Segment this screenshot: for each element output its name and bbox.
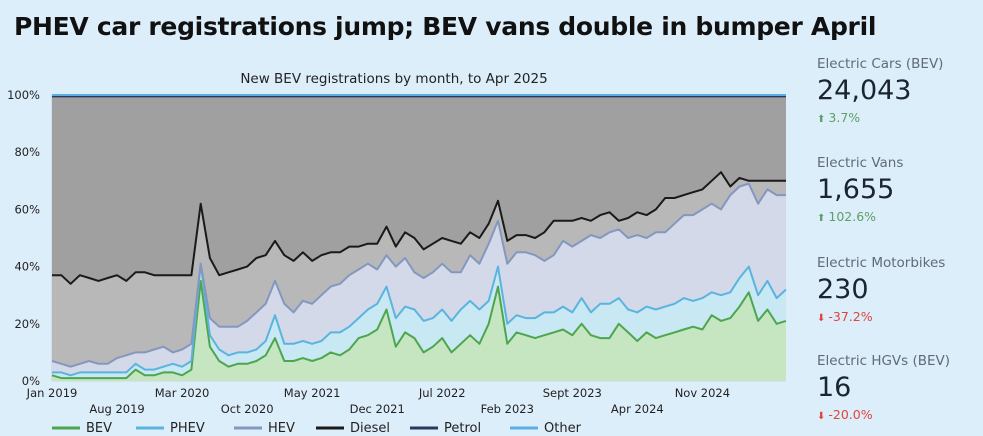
page-headline: PHEV car registrations jump; BEV vans do… [14,12,877,41]
stat-value: 24,043 [817,75,912,106]
line-bev [51,279,787,380]
x-tick-label: Apr 2024 [611,402,664,416]
y-tick-label: 60% [14,202,40,216]
line-diesel [52,171,786,285]
x-tick-label: Oct 2020 [221,402,274,416]
y-tick-label: 20% [14,317,40,331]
stat-electric-cars: Electric Cars (BEV) 24,043 ⬆ 3.7% [817,56,943,125]
legend-label-diesel: Diesel [350,421,390,436]
chart-lines [51,94,787,380]
stat-electric-vans: Electric Vans 1,655 ⬆ 102.6% [817,155,903,224]
x-tick-label: Feb 2023 [481,402,534,416]
chart-legend: BEV PHEV HEV Diesel Petrol Other [52,421,582,436]
y-tick-label: 0% [22,374,40,388]
legend-label-petrol: Petrol [444,421,481,436]
legend-label-phev: PHEV [170,421,205,436]
x-axis-ticks: Jan 2019 Mar 2020 May 2021 Jul 2022 Sept 202… [26,386,730,416]
x-tick-label: Nov 2024 [675,386,730,400]
y-tick-label: 100% [7,88,40,102]
x-tick-label: Dec 2021 [350,402,405,416]
stat-label: Electric Cars (BEV) [817,56,944,72]
x-tick-label: May 2021 [284,386,341,400]
x-tick-label: Jul 2022 [418,386,466,400]
y-axis-ticks: 0% 20% 40% 60% 80% 100% [7,88,40,388]
arrow-up-icon: ⬆ [817,113,826,125]
stat-value: 230 [817,274,869,305]
line-hev [51,182,786,368]
arrow-down-icon: ⬇ [817,410,826,422]
area-bev [52,280,786,381]
stat-electric-hgvs: Electric HGVs (BEV) 16 ⬇ -20.0% [817,353,950,422]
x-tick-label: Jan 2019 [26,386,78,400]
arrow-down-icon: ⬇ [817,312,826,324]
area-phev [52,263,786,379]
area-diesel [52,172,786,367]
arrow-up-icon: ⬆ [817,212,826,224]
stat-value: 1,655 [817,174,895,205]
x-tick-label: Sept 2023 [543,386,602,400]
legend-label-hev: HEV [268,421,295,436]
stat-electric-motorbikes: Electric Motorbikes 230 ⬇ -37.2% [817,255,945,324]
y-tick-label: 80% [14,145,40,159]
stat-label: Electric Vans [817,155,904,171]
stat-change: 102.6% [828,208,877,224]
registrations-chart: New BEV registrations by month, to Apr 2… [7,71,787,436]
x-tick-label: Mar 2020 [155,386,210,400]
legend-label-other: Other [544,421,582,436]
stat-value: 16 [817,372,852,403]
stat-change: -20.0% [828,406,873,422]
area-petrol [52,96,786,284]
stat-label: Electric HGVs (BEV) [817,353,951,369]
stat-label: Electric Motorbikes [817,255,946,271]
chart-title: New BEV registrations by month, to Apr 2… [240,71,547,87]
chart-areas [52,95,786,381]
stat-change: -37.2% [828,308,873,324]
stat-change: 3.7% [828,109,861,125]
line-phev [52,262,787,377]
y-tick-label: 40% [14,260,40,274]
legend-label-bev: BEV [86,421,112,436]
x-tick-label: Aug 2019 [89,402,144,416]
